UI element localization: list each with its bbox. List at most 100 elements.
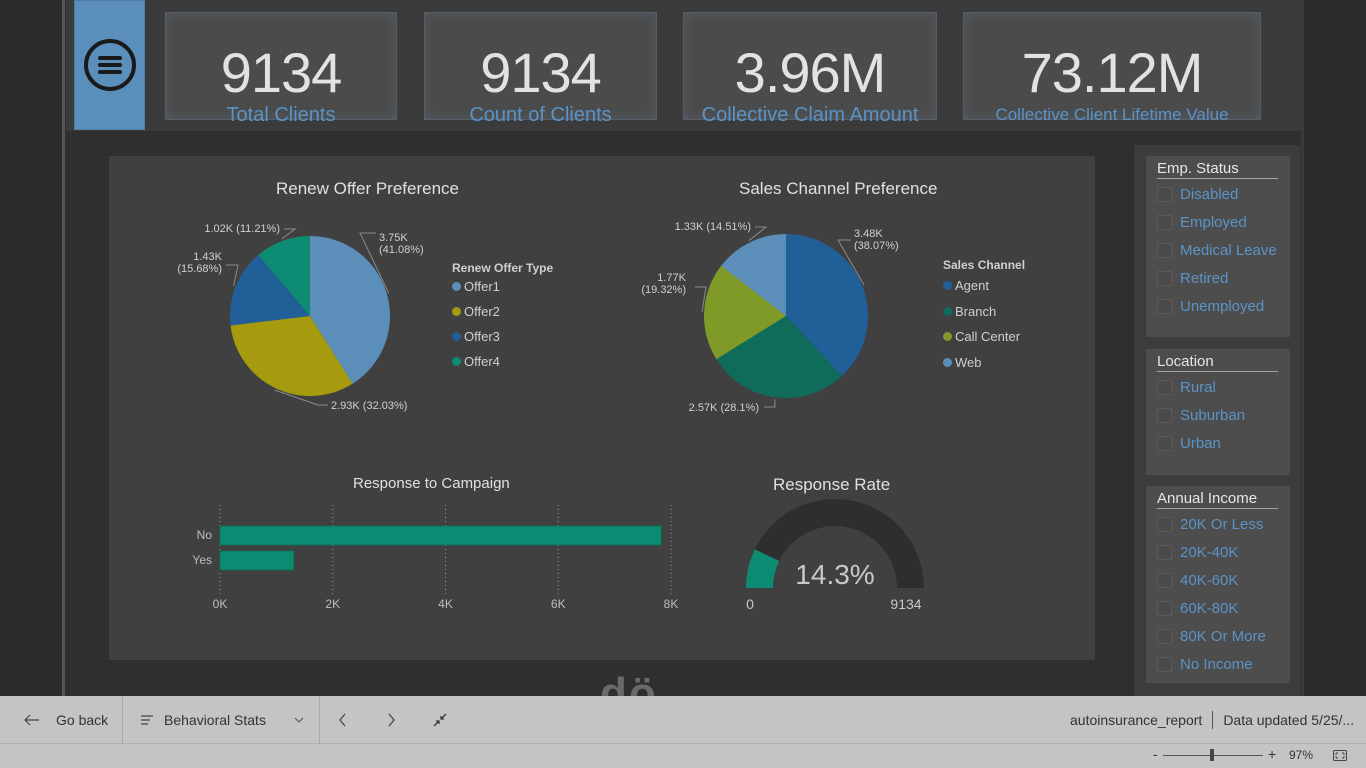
pie-data-label: (38.07%): [854, 240, 899, 252]
menu-button[interactable]: [74, 0, 145, 130]
slicer-option[interactable]: 20K Or Less: [1157, 516, 1263, 533]
legend-dot: [452, 332, 461, 341]
x-tick-label: 4K: [438, 597, 453, 611]
chevron-down-icon: [294, 717, 304, 723]
renew-offer-legend-title: Renew Offer Type: [452, 261, 554, 275]
pie-data-label: 2.57K (28.1%): [689, 402, 759, 414]
renew-offer-slice-offer2[interactable]: [230, 316, 353, 396]
renew-offer-slice-offer4[interactable]: [258, 236, 310, 316]
zoom-out-button[interactable]: -: [1153, 746, 1158, 762]
legend-item-branch[interactable]: Branch: [943, 304, 996, 319]
slicer-option[interactable]: Rural: [1157, 379, 1216, 396]
checkbox[interactable]: [1157, 545, 1172, 560]
checkbox[interactable]: [1157, 436, 1172, 451]
previous-page-button[interactable]: [338, 696, 348, 744]
legend-item-offer4[interactable]: Offer4: [452, 354, 500, 369]
data-updated-text: Data updated 5/25/...: [1223, 712, 1355, 728]
response-rate-title: Response Rate: [773, 475, 891, 494]
checkbox[interactable]: [1157, 601, 1172, 616]
checkbox[interactable]: [1157, 187, 1172, 202]
slicer-option[interactable]: Suburban: [1157, 407, 1245, 424]
slicer-option[interactable]: 60K-80K: [1157, 600, 1238, 617]
legend-item-offer3[interactable]: Offer3: [452, 329, 500, 344]
kpi-label: Collective Client Lifetime Value: [995, 105, 1229, 124]
slicer-option-label: Rural: [1180, 379, 1216, 396]
checkbox[interactable]: [1157, 380, 1172, 395]
sales-channel-legend-title: Sales Channel: [943, 258, 1026, 272]
kpi-card-total-clients: 9134 Total Clients: [165, 12, 397, 126]
gauge-fill[interactable]: [746, 549, 780, 588]
x-tick-label: 2K: [325, 597, 340, 611]
bar-yes[interactable]: [219, 550, 295, 571]
slicer-title: Annual Income: [1157, 490, 1278, 509]
checkbox[interactable]: [1157, 408, 1172, 423]
legend-label: Call Center: [955, 329, 1021, 344]
pie-data-label: (19.32%): [641, 284, 686, 296]
sales-channel-slice-web[interactable]: [721, 234, 786, 316]
next-page-button[interactable]: [386, 696, 396, 744]
legend-label: Branch: [955, 304, 997, 319]
kpi-label: Total Clients: [226, 104, 336, 126]
zoom-in-button[interactable]: +: [1268, 746, 1277, 762]
legend-dot: [943, 358, 952, 367]
slicer-option[interactable]: Retired: [1157, 270, 1228, 287]
sales-channel-slice-agent[interactable]: [786, 234, 868, 377]
checkbox[interactable]: [1157, 215, 1172, 230]
kpi-value: 73.12M: [1021, 41, 1204, 104]
visuals-panel: [109, 156, 1095, 660]
navigation-row: Go back Behavioral Stats autoinsurance_r…: [0, 696, 1366, 744]
slicer-option-label: 20K-40K: [1180, 544, 1239, 561]
checkbox[interactable]: [1157, 629, 1172, 644]
checkbox[interactable]: [1157, 299, 1172, 314]
legend-dot: [943, 281, 952, 290]
leader-line: [226, 264, 239, 287]
zoom-slider-thumb[interactable]: [1210, 749, 1214, 761]
renew-offer-slice-offer3[interactable]: [230, 255, 310, 326]
fit-to-page-icon[interactable]: [1333, 750, 1347, 761]
checkbox[interactable]: [1157, 517, 1172, 532]
slicer-option[interactable]: 80K Or More: [1157, 628, 1266, 645]
slicer-option[interactable]: Unemployed: [1157, 298, 1264, 315]
bar-no[interactable]: [219, 525, 662, 546]
renew-offer-slice-offer1[interactable]: [310, 236, 391, 384]
legend-item-web[interactable]: Web: [943, 355, 982, 370]
kpi-label: Count of Clients: [469, 104, 612, 126]
kpi-label: Collective Claim Amount: [701, 104, 919, 126]
checkbox[interactable]: [1157, 243, 1172, 258]
slicer-option[interactable]: 40K-60K: [1157, 572, 1238, 589]
slicer-option[interactable]: Urban: [1157, 435, 1221, 452]
sales-channel-slice-branch[interactable]: [716, 316, 842, 398]
legend-item-offer2[interactable]: Offer2: [452, 304, 500, 319]
slicer-option-label: 60K-80K: [1180, 600, 1239, 617]
legend-item-offer1[interactable]: Offer1: [452, 279, 500, 294]
gauge-max-label: 9134: [890, 596, 921, 612]
checkbox[interactable]: [1157, 271, 1172, 286]
slicer-option[interactable]: 20K-40K: [1157, 544, 1238, 561]
leader-line: [359, 232, 390, 294]
go-back-button[interactable]: Go back: [24, 696, 108, 744]
legend-label: Offer1: [464, 279, 500, 294]
slicer-option-label: 40K-60K: [1180, 572, 1239, 589]
slicer-option[interactable]: Disabled: [1157, 186, 1238, 203]
exit-fullscreen-button[interactable]: [433, 696, 447, 744]
slicer-emp-status: Emp. Status Disabled Employed Medical Leave…: [1146, 156, 1290, 337]
sales-channel-slice-call-center[interactable]: [703, 265, 786, 360]
checkbox[interactable]: [1157, 657, 1172, 672]
slicer-option[interactable]: No Income: [1157, 656, 1253, 673]
slicer-option[interactable]: Medical Leave: [1157, 242, 1277, 259]
x-tick-label: 0K: [213, 597, 228, 611]
slicer-option-label: Urban: [1180, 435, 1221, 452]
legend-item-call-center[interactable]: Call Center: [943, 329, 1020, 344]
legend-item-agent[interactable]: Agent: [943, 278, 989, 293]
page-selector-dropdown[interactable]: Behavioral Stats: [140, 696, 306, 744]
divider: [122, 696, 123, 744]
checkbox[interactable]: [1157, 573, 1172, 588]
slicer-option[interactable]: Employed: [1157, 214, 1247, 231]
legend-label: Offer4: [464, 354, 500, 369]
pie-data-label: 2.93K (32.03%): [331, 400, 407, 412]
legend-dot: [452, 307, 461, 316]
zoom-slider-track[interactable]: [1163, 749, 1263, 761]
